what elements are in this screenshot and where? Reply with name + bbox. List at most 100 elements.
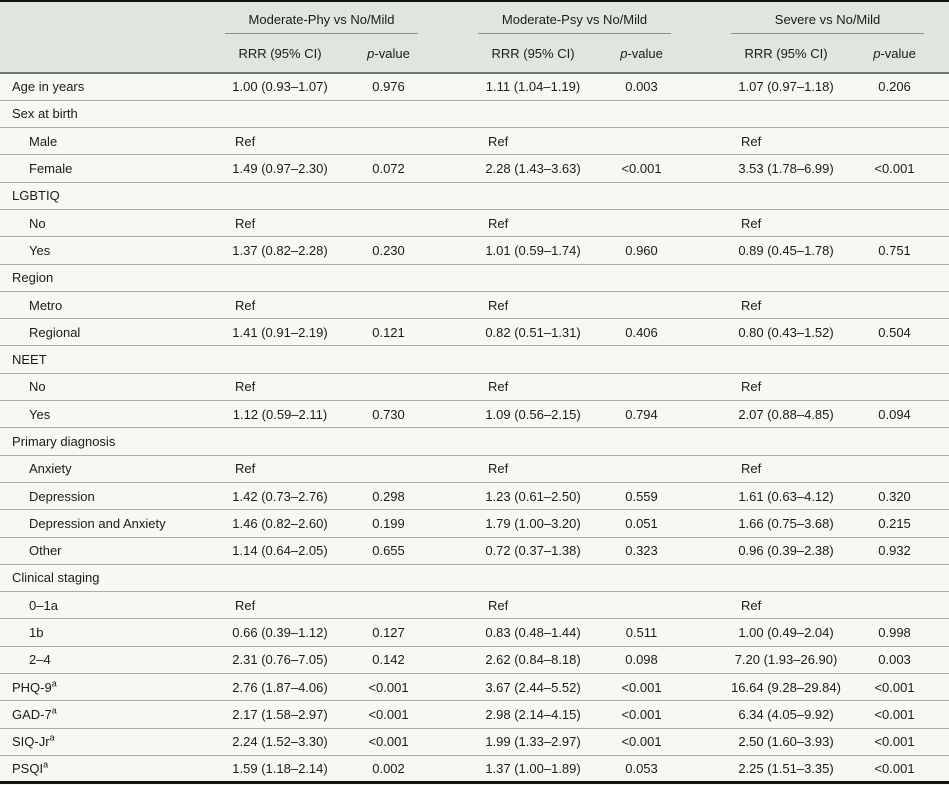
cell-rrr-3: 3.53 (1.78–6.99) (719, 154, 854, 183)
cell-rrr-1: 1.42 (0.73–2.76) (213, 481, 347, 510)
column-gap (683, 208, 720, 237)
cell-rrr-1: 1.12 (0.59–2.11) (213, 400, 347, 428)
cell-rrr-2: Ref (466, 454, 601, 483)
cell-pvalue-3: 0.751 (853, 236, 937, 265)
cell-rrr-2 (466, 181, 601, 210)
cell-rrr-2: 2.98 (2.14–4.15) (466, 700, 601, 729)
column-gap (430, 618, 467, 647)
cell-pvalue-3: <0.001 (853, 154, 937, 183)
cell-pvalue-2: 0.511 (600, 618, 684, 647)
cell-pvalue-2 (600, 127, 684, 155)
right-margin-spacer (936, 72, 949, 101)
cell-rrr-2: 2.28 (1.43–3.63) (466, 154, 601, 183)
cell-row-label: Female (0, 154, 213, 183)
cell-pvalue-1 (347, 345, 431, 374)
cell-pvalue-3 (853, 208, 937, 237)
cell-pvalue-3: <0.001 (853, 727, 937, 756)
cell-pvalue-2 (600, 563, 684, 592)
cell-pvalue-2: 0.003 (600, 72, 684, 101)
column-gap (683, 263, 720, 292)
cell-rrr-1: 1.41 (0.91–2.19) (213, 318, 347, 346)
column-group-moderate-phy: Moderate-Phy vs No/Mild (213, 1, 430, 34)
right-margin-spacer (936, 154, 949, 183)
cell-pvalue-3 (853, 454, 937, 483)
pvalue-header-3: p-value (853, 34, 936, 73)
cell-pvalue-2 (600, 99, 684, 128)
right-margin-spacer (936, 127, 949, 155)
cell-pvalue-1: 0.127 (347, 618, 431, 647)
table-row: Yes 1.37 (0.82–2.28) 0.230 1.01 (0.59–1.74)… (0, 236, 949, 265)
column-gap (430, 536, 467, 565)
cell-rrr-2 (466, 427, 601, 456)
cell-rrr-3: 6.34 (4.05–9.92) (719, 700, 854, 729)
column-gap (430, 427, 467, 456)
column-gap (430, 34, 466, 73)
cell-pvalue-1 (347, 591, 431, 619)
column-group-label: Moderate-Phy vs No/Mild (225, 3, 419, 34)
right-margin-spacer (936, 563, 949, 592)
cell-pvalue-1 (347, 290, 431, 319)
column-gap (683, 236, 720, 265)
cell-pvalue-1: <0.001 (347, 700, 431, 729)
category-row: NEET (0, 345, 949, 374)
column-gap (430, 263, 467, 292)
cell-rrr-1 (213, 99, 347, 128)
label-column-spacer (0, 34, 213, 73)
cell-rrr-1: 1.00 (0.93–1.07) (213, 72, 347, 101)
cell-pvalue-2: 0.406 (600, 318, 684, 346)
cell-rrr-1: Ref (213, 591, 347, 619)
cell-rrr-1: 1.59 (1.18–2.14) (213, 754, 347, 783)
column-gap (683, 591, 720, 619)
right-margin-spacer (936, 181, 949, 210)
cell-rrr-2: 1.79 (1.00–3.20) (466, 509, 601, 538)
cell-rrr-3: Ref (719, 591, 854, 619)
cell-rrr-1: Ref (213, 290, 347, 319)
pvalue-header-2: p-value (600, 34, 683, 73)
column-group-moderate-psy: Moderate-Psy vs No/Mild (466, 1, 683, 34)
table-row: PHQ-9a 2.76 (1.87–4.06) <0.001 3.67 (2.44–5… (0, 673, 949, 701)
cell-rrr-3 (719, 263, 854, 292)
right-margin-spacer (936, 618, 949, 647)
p-symbol: p (620, 46, 628, 61)
cell-rrr-1 (213, 263, 347, 292)
cell-pvalue-1: 0.230 (347, 236, 431, 265)
column-group-row: Moderate-Phy vs No/Mild Moderate-Psy vs … (0, 1, 949, 34)
cell-row-label: GAD-7a (0, 700, 213, 729)
cell-rrr-2: 0.83 (0.48–1.44) (466, 618, 601, 647)
cell-rrr-1: 2.76 (1.87–4.06) (213, 673, 347, 701)
rrr-header-2: RRR (95% CI) (491, 46, 575, 61)
cell-rrr-3: 16.64 (9.28–29.84) (719, 673, 854, 701)
cell-row-label: No (0, 208, 213, 237)
table-row: Other 1.14 (0.64–2.05) 0.655 0.72 (0.37–1.3… (0, 536, 949, 565)
cell-rrr-1: Ref (213, 208, 347, 237)
column-gap (683, 481, 720, 510)
cell-pvalue-2: <0.001 (600, 727, 684, 756)
column-gap (683, 72, 720, 101)
column-group-severe: Severe vs No/Mild (719, 1, 936, 34)
sub-header-row: RRR (95% CI) p-value RRR (95% CI) p-valu… (0, 34, 949, 73)
column-gap (683, 1, 719, 34)
right-margin-spacer (936, 454, 949, 483)
cell-rrr-2 (466, 345, 601, 374)
cell-rrr-3: Ref (719, 208, 854, 237)
cell-pvalue-2 (600, 263, 684, 292)
column-gap (430, 591, 467, 619)
column-gap (430, 154, 467, 183)
cell-rrr-2: Ref (466, 372, 601, 401)
cell-rrr-2: 0.72 (0.37–1.38) (466, 536, 601, 565)
cell-rrr-2: 1.11 (1.04–1.19) (466, 72, 601, 101)
column-gap (430, 754, 467, 783)
rrr-header-3: RRR (95% CI) (744, 46, 828, 61)
cell-row-label: Depression and Anxiety (0, 509, 213, 538)
right-margin-spacer (936, 263, 949, 292)
cell-rrr-3: 0.96 (0.39–2.38) (719, 536, 854, 565)
column-gap (683, 454, 720, 483)
cell-row-label: 2–4 (0, 645, 213, 674)
column-gap (683, 536, 720, 565)
column-gap (430, 318, 467, 346)
table-row: Male Ref Ref Ref (0, 127, 949, 155)
table-row: 2–4 2.31 (0.76–7.05) 0.142 2.62 (0.84–8.18)… (0, 645, 949, 674)
column-gap (430, 372, 467, 401)
table-row: 1b 0.66 (0.39–1.12) 0.127 0.83 (0.48–1.44) 0… (0, 618, 949, 647)
